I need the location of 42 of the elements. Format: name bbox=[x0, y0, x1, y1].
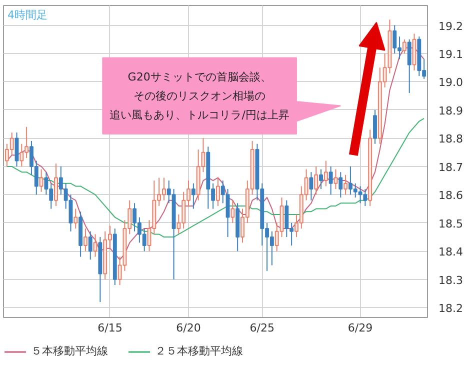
candlestick bbox=[93, 234, 98, 258]
y-tick-label: 18.8 bbox=[438, 132, 463, 146]
annotation: 追い風もあり、トルコリラ/円は上昇 bbox=[110, 108, 290, 122]
candlestick bbox=[344, 174, 348, 196]
legend-label: ２５本移動平均線 bbox=[155, 344, 243, 358]
legend-label: ５本移動平均線 bbox=[31, 344, 108, 358]
annotation: 4時間足 bbox=[8, 8, 48, 22]
candlestick bbox=[54, 163, 58, 206]
candlestick bbox=[216, 177, 220, 206]
candlestick bbox=[324, 160, 328, 187]
candlestick bbox=[314, 166, 318, 196]
candlestick bbox=[402, 38, 406, 54]
y-tick-label: 18.7 bbox=[438, 160, 463, 174]
y-tick-label: 18.5 bbox=[438, 217, 463, 230]
y-tick-label: 18.2 bbox=[438, 302, 463, 316]
x-tick-label: 6/20 bbox=[176, 322, 201, 334]
candlestick bbox=[39, 168, 44, 192]
y-tick-label: 19.0 bbox=[438, 76, 463, 90]
y-tick-label: 19.1 bbox=[438, 48, 463, 61]
x-tick-label: 6/25 bbox=[250, 322, 274, 334]
candlestick bbox=[328, 166, 333, 196]
y-tick-label: 18.3 bbox=[438, 274, 463, 287]
candlestick bbox=[319, 168, 323, 190]
x-tick-label: 6/29 bbox=[348, 322, 373, 334]
candlestick bbox=[83, 228, 88, 252]
candlestick bbox=[14, 132, 19, 167]
y-tick-label: 18.6 bbox=[438, 189, 463, 202]
candlestick bbox=[373, 109, 377, 144]
candlestick bbox=[230, 200, 235, 224]
y-tick-label: 18.9 bbox=[438, 104, 463, 118]
candlestick bbox=[407, 38, 412, 94]
candlestick bbox=[338, 172, 343, 198]
annotation: その後のリスクオン相場の bbox=[134, 89, 266, 102]
candlestick bbox=[191, 182, 196, 210]
x-tick-label: 6/15 bbox=[98, 322, 122, 334]
y-tick-label: 18.4 bbox=[438, 246, 463, 259]
candlestick bbox=[74, 208, 78, 230]
candlestick bbox=[309, 172, 314, 201]
y-tick-label: 19.2 bbox=[438, 20, 463, 33]
candlestick bbox=[88, 230, 92, 260]
annotation: G20サミットでの首脳会談、 bbox=[128, 70, 272, 84]
candlestick bbox=[334, 168, 338, 190]
